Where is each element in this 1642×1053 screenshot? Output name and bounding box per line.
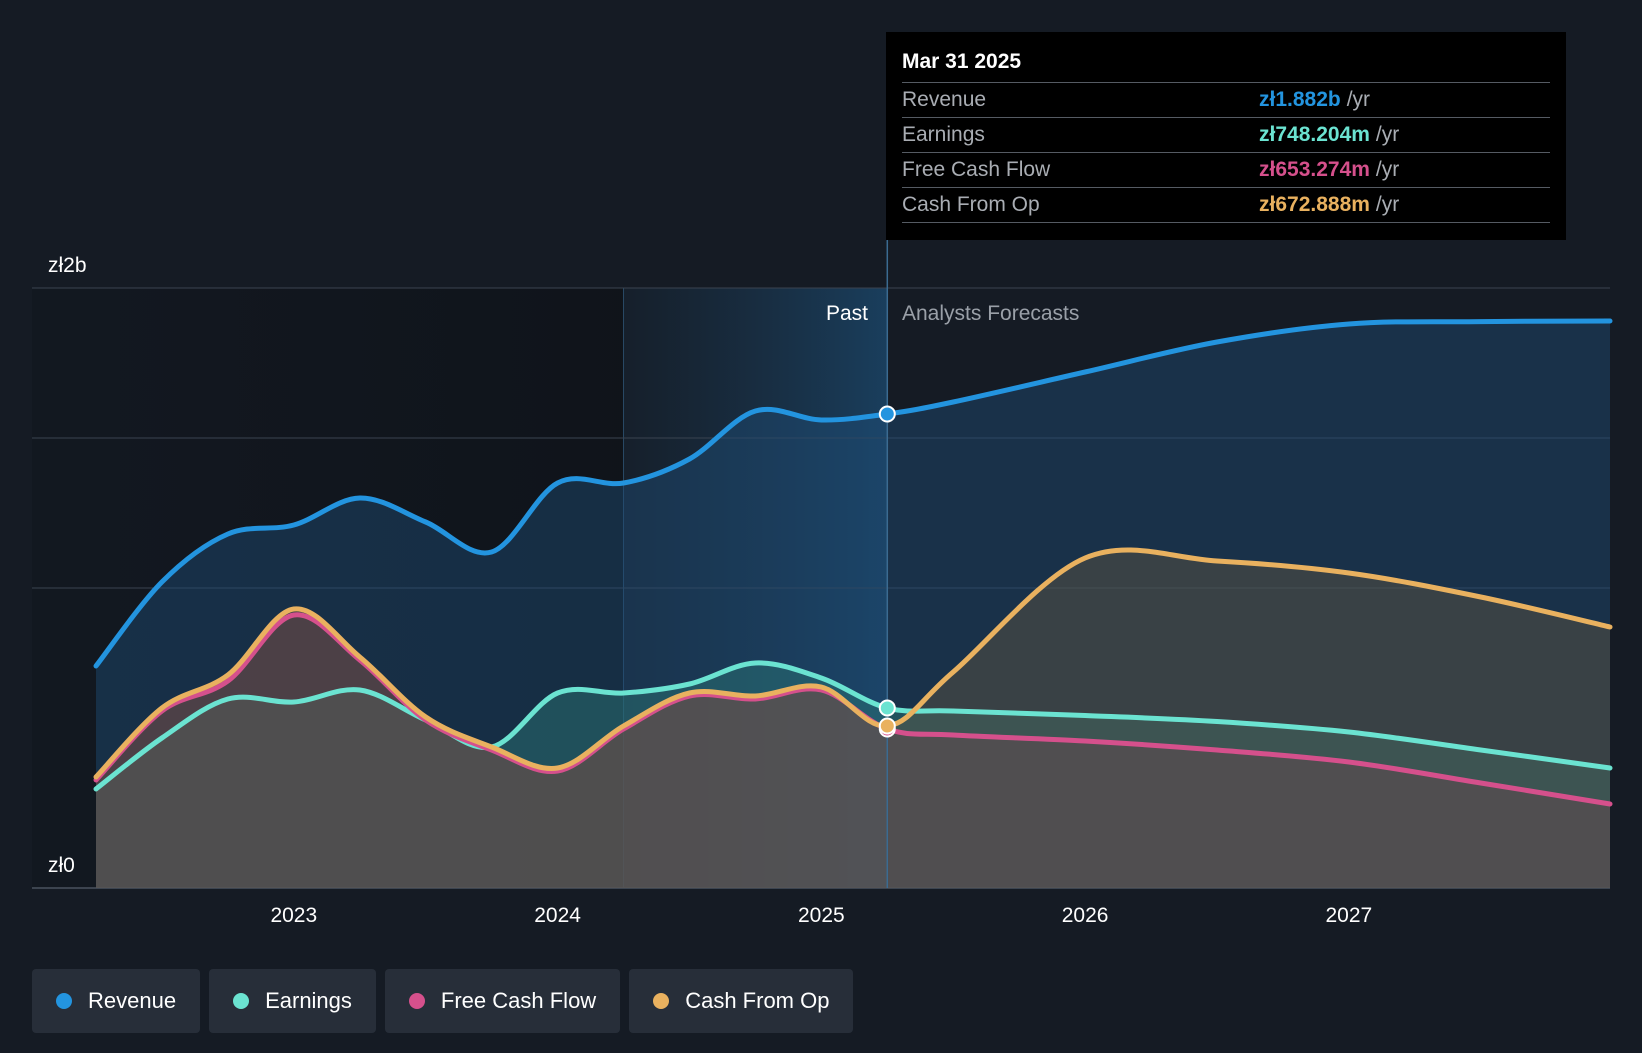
tooltip-unit: /yr (1346, 88, 1371, 111)
line-layer (93, 318, 1613, 807)
tooltip-row-revenue: Revenue zł1.882b /yr (902, 82, 1550, 117)
tooltip-unit: /yr (1375, 158, 1400, 181)
legend-label: Revenue (88, 988, 177, 1013)
tooltip-unit: /yr (1375, 193, 1400, 216)
tooltip-row-free-cash-flow: Free Cash Flow zł653.274m /yr (902, 152, 1550, 187)
tooltip-value: zł672.888m (1259, 193, 1370, 216)
tooltip-row-cash-from-op: Cash From Op zł672.888m /yr (902, 187, 1550, 223)
x-tick-label: 2027 (1326, 904, 1373, 927)
cash-from-op-area (96, 549, 1610, 888)
legend-label: Free Cash Flow (440, 988, 597, 1013)
tooltip-date: Mar 31 2025 (902, 50, 1022, 73)
earnings-area (96, 662, 1610, 888)
free-cash-flow-line (93, 612, 1613, 807)
forecast-label: Analysts Forecasts (902, 302, 1079, 325)
legend-item-earnings[interactable]: Earnings (209, 969, 376, 1033)
legend-label: Earnings (265, 988, 352, 1013)
text-layer: zł2b zł0 Past Analysts Forecasts 2023 202… (48, 254, 1372, 927)
legend-dot-icon (408, 993, 425, 1009)
tooltip-value: zł748.204m (1259, 123, 1370, 146)
revenue-line (93, 318, 1613, 669)
earnings-line (93, 660, 1613, 792)
tooltip: Mar 31 2025 Revenue zł1.882b /yr Earning… (886, 32, 1566, 240)
legend: Revenue Earnings Free Cash Flow Cash Fro… (32, 969, 854, 1033)
grid-layer (32, 287, 1610, 889)
y-label-bottom: zł0 (48, 854, 75, 877)
x-tick-label: 2023 (270, 904, 317, 927)
cash-from-op-line (93, 547, 1613, 780)
tooltip-unit: /yr (1375, 123, 1400, 146)
legend-dot-icon (233, 993, 250, 1009)
legend-dot-icon (653, 993, 670, 1009)
legend-dot-icon (56, 993, 72, 1009)
y-label-top: zł2b (48, 254, 87, 277)
x-tick-label: 2024 (534, 904, 581, 927)
legend-item-free-cash-flow[interactable]: Free Cash Flow (384, 969, 621, 1033)
cash-from-op-marker (878, 717, 896, 735)
x-tick-label: 2026 (1062, 904, 1109, 927)
legend-label: Cash From Op (685, 988, 830, 1013)
earnings-marker (878, 699, 896, 717)
tooltip-label: Free Cash Flow (902, 158, 1051, 181)
tooltip-value: zł653.274m (1259, 158, 1370, 181)
legend-item-revenue[interactable]: Revenue (32, 969, 201, 1033)
tooltip-value: zł1.882b (1259, 88, 1341, 111)
tooltip-row-earnings: Earnings zł748.204m /yr (902, 117, 1550, 152)
marker-layer (878, 240, 896, 888)
x-tick-label: 2025 (798, 904, 845, 927)
past-label: Past (826, 302, 868, 325)
revenue-marker (878, 405, 896, 423)
free-cash-flow-area (96, 614, 1610, 888)
tooltip-label: Cash From Op (902, 193, 1040, 216)
tooltip-label: Revenue (902, 88, 987, 111)
legend-item-cash-from-op[interactable]: Cash From Op (629, 969, 854, 1033)
tooltip-label: Earnings (902, 123, 985, 146)
